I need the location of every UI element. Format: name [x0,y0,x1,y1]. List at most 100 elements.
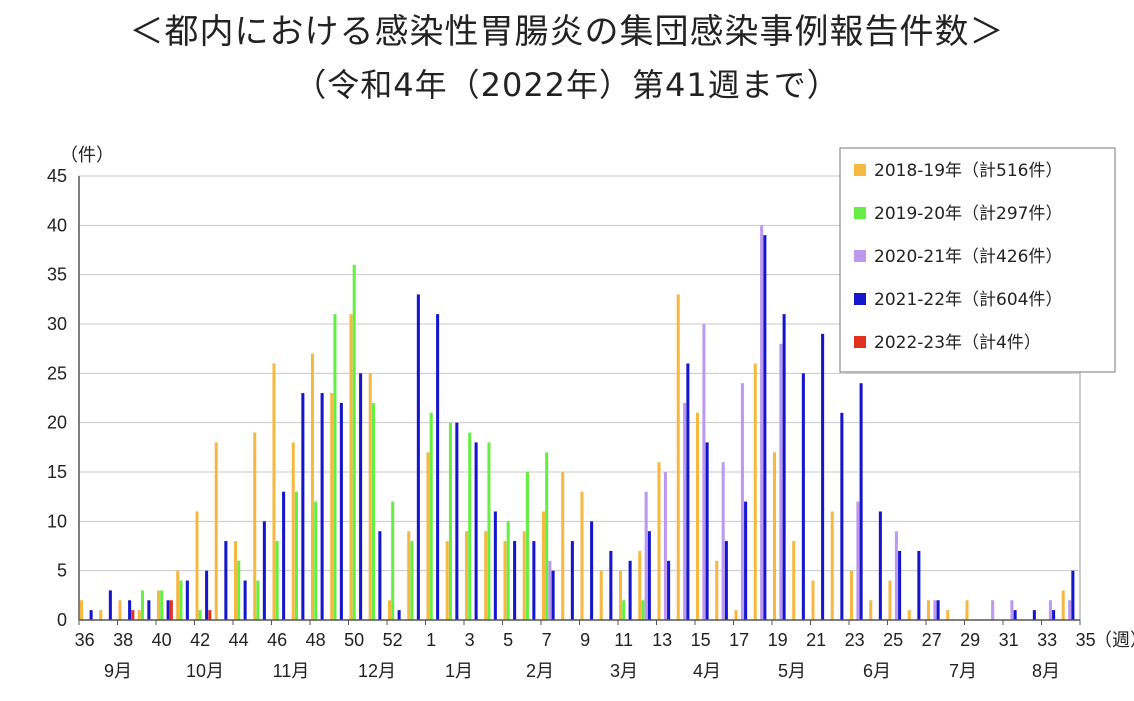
bar [641,600,645,620]
month-label: 11月 [273,661,310,681]
x-axis-label: （週） [1094,630,1134,650]
bar [647,531,651,620]
bar [1068,600,1072,620]
month-label: 7月 [949,661,977,681]
bar [169,600,173,620]
bar [429,412,433,620]
bar [256,580,260,620]
bar [275,541,279,620]
bar [391,501,395,620]
bar [464,531,469,620]
legend-swatch [854,207,866,219]
bar [686,363,690,620]
bar [878,511,882,620]
bar [137,610,141,620]
chart-title-line1: ＜都内における感染性胃腸炎の集団感染事例報告件数＞ [129,12,1005,52]
x-tick-label: 27 [922,630,942,650]
legend-label: 2020-21年（計426件） [874,247,1062,267]
bar [320,393,324,620]
bar [840,412,844,620]
y-tick-label: 40 [47,215,67,235]
bar [894,531,898,620]
x-tick-label: 50 [344,630,364,650]
bar [208,610,212,620]
legend-swatch [854,293,866,305]
x-tick-label: 3 [465,630,475,650]
bar [233,541,238,620]
bar [487,442,491,620]
x-tick-label: 46 [267,630,287,650]
bar [663,472,667,620]
month-label: 3月 [610,661,638,681]
bar [763,235,767,620]
bar [525,472,529,620]
x-tick-label: 35 [1076,630,1096,650]
bar [147,600,151,620]
bar [657,462,661,620]
bar [179,580,183,620]
bar [205,570,209,620]
bar [618,570,623,620]
bar [779,343,783,620]
bar [811,580,815,620]
bar [371,402,375,620]
bar [772,452,777,620]
y-tick-label: 35 [47,265,67,285]
bar [522,531,526,620]
legend-swatch [854,164,866,176]
chart-title: ＜都内における感染性胃腸炎の集団感染事例報告件数＞ （令和4年（2022年）第4… [0,8,1134,108]
bar [856,501,860,620]
bar [301,393,305,620]
bar [448,422,452,620]
month-label: 12月 [358,661,396,681]
y-tick-label: 15 [47,462,67,482]
x-tick-label: 15 [691,630,711,650]
bar [991,600,995,620]
bar [185,580,189,620]
bar [1010,600,1014,620]
x-tick-label: 44 [229,630,249,650]
bar [253,432,257,620]
x-tick-label: 7 [542,630,552,650]
bar [262,521,266,620]
bar [272,363,276,620]
bar [1013,610,1017,620]
chart-title-line2: （令和4年（2022年）第41週まで） [294,66,840,104]
bar [740,383,744,620]
x-tick-label: 9 [580,630,590,650]
y-tick-label: 25 [47,363,67,383]
bar [933,600,937,620]
bar [416,294,420,620]
legend-box [839,147,1116,373]
legend-label: 2021-22年（計604件） [874,290,1062,310]
bar [936,600,940,620]
bar [455,422,459,620]
bar [330,393,334,620]
bar [869,600,873,620]
bar [1071,570,1075,620]
bar [108,590,112,620]
bar [474,442,478,620]
x-tick-label: 36 [75,630,95,650]
bar [830,511,834,620]
x-tick-label: 5 [503,630,513,650]
bar [79,600,84,620]
bars [79,225,1075,621]
bar [644,491,648,620]
bar [792,541,796,620]
bar [946,610,950,620]
bar [760,225,764,621]
x-tick-label: 31 [999,630,1019,650]
bar [224,541,228,620]
bar [705,442,709,620]
legend: 2018-19年（計516件） 2019-20年（計297件） 2020-21年（計… [839,147,1116,373]
bar [407,531,411,620]
bar [436,314,440,620]
x-tick-label: 1 [426,630,436,650]
bar [359,373,363,620]
legend-label: 2018-19年（計516件） [874,161,1062,181]
month-label: 4月 [693,661,721,681]
y-tick-label: 0 [57,610,67,630]
bar [622,600,626,620]
